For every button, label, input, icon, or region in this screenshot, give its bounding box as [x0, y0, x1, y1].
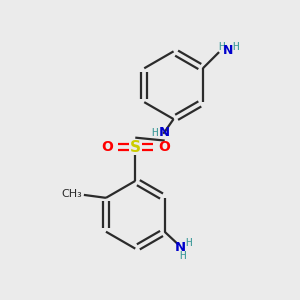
Text: H: H	[152, 128, 158, 138]
Text: S: S	[130, 140, 141, 154]
Text: N: N	[223, 44, 233, 57]
Text: H: H	[185, 238, 192, 248]
Text: N: N	[174, 241, 185, 254]
Text: H: H	[232, 42, 238, 52]
Text: N: N	[159, 126, 170, 140]
Text: H: H	[179, 251, 186, 261]
Text: O: O	[158, 140, 170, 154]
Text: O: O	[101, 140, 113, 154]
Text: CH₃: CH₃	[61, 189, 82, 199]
Text: H: H	[218, 42, 224, 52]
